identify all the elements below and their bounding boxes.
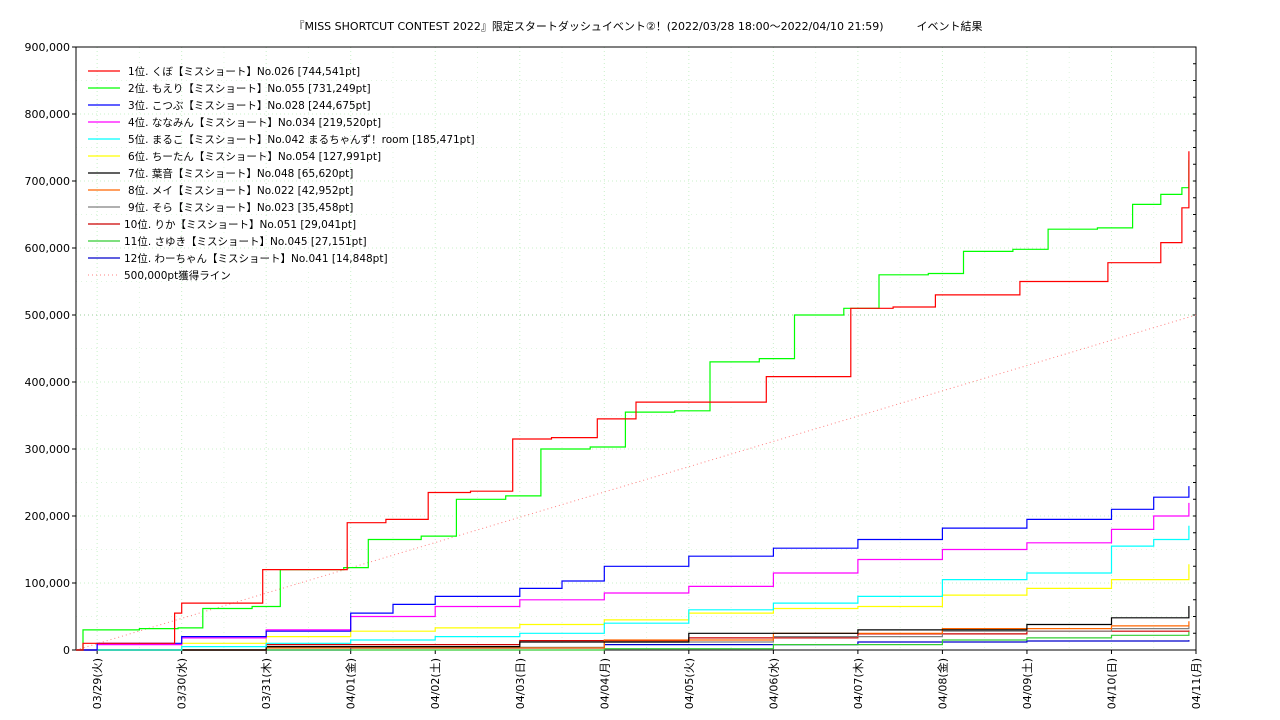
x-tick-label: 04/09(土) (1021, 658, 1034, 709)
legend-entry-target: 500,000pt獲得ライン (124, 269, 231, 282)
legend-entry: 3位. こつぶ【ミスショート】No.028 [244,675pt] (128, 99, 371, 112)
legend-entry: 4位. ななみん【ミスショート】No.034 [219,520pt] (128, 116, 381, 129)
legend-entry: 7位. 葉音【ミスショート】No.048 [65,620pt] (128, 167, 353, 180)
y-tick-label: 600,000 (25, 242, 71, 255)
y-tick-label: 500,000 (25, 309, 71, 322)
y-tick-label: 300,000 (25, 443, 71, 456)
series-line-7 (76, 606, 1190, 651)
chart-grid (76, 47, 1197, 650)
y-tick-label: 0 (63, 644, 70, 657)
y-tick-label: 800,000 (25, 108, 71, 121)
x-tick-label: 04/02(土) (429, 658, 442, 709)
legend-entry: 11位. さゆき【ミスショート】No.045 [27,151pt] (124, 235, 367, 248)
legend-entry: 2位. もえり【ミスショート】No.055 [731,249pt] (128, 82, 371, 95)
x-tick-label: 04/07(木) (852, 658, 865, 709)
series-line-2 (76, 160, 1190, 651)
series-line-3 (76, 486, 1190, 651)
y-tick-label: 400,000 (25, 376, 71, 389)
x-tick-label: 04/08(金) (935, 658, 949, 709)
series-line-4 (76, 502, 1190, 651)
x-tick-label: 04/10(日) (1105, 658, 1118, 709)
series-line-5 (76, 525, 1190, 651)
series-line-8 (76, 621, 1190, 651)
x-tick-label: 03/31(木) (260, 658, 273, 709)
legend-entry: 10位. りか【ミスショート】No.051 [29,041pt] (124, 218, 356, 231)
x-tick-label: 03/30(水) (176, 658, 189, 709)
y-tick-label: 900,000 (25, 41, 71, 54)
y-tick-label: 200,000 (25, 510, 71, 523)
x-tick-label: 04/06(水) (767, 658, 780, 709)
legend-entry: 6位. ちーたん【ミスショート】No.054 [127,991pt] (128, 150, 381, 163)
legend-entry: 5位. まるこ【ミスショート】No.042 まるちゃんず！room [185,4… (128, 133, 475, 146)
x-tick-label: 04/03(日) (514, 658, 527, 709)
x-tick-label: 03/29(火) (91, 658, 104, 709)
y-tick-label: 100,000 (25, 577, 71, 590)
series-line-1 (76, 151, 1190, 651)
legend-entry: 8位. メイ【ミスショート】No.022 [42,952pt] (128, 184, 353, 197)
x-tick-label: 04/11(月) (1190, 658, 1203, 709)
series-line-11 (76, 631, 1190, 651)
target-line (75, 314, 1197, 651)
chart-title: 『MISS SHORTCUT CONTEST 2022』限定スタートダッシュイベ… (293, 19, 982, 33)
chart-axes: 0 100,000 200,000 300,000 400,000 500,000 600,… (25, 41, 1204, 709)
legend-entry: 1位. くぼ【ミスショート】No.026 [744,541pt] (128, 65, 360, 78)
plot-frame (75, 46, 1197, 651)
series-layer (75, 151, 1197, 651)
legend-entry: 9位. そら【ミスショート】No.023 [35,458pt] (128, 201, 353, 214)
chart-legend: 1位. くぼ【ミスショート】No.026 [744,541pt] 2位. もえり【… (88, 65, 475, 282)
x-tick-label: 04/05(火) (683, 658, 696, 709)
legend-entry: 12位. わーちゃん【ミスショート】No.041 [14,848pt] (124, 252, 388, 265)
y-tick-label: 700,000 (25, 175, 71, 188)
x-tick-label: 04/01(金) (344, 658, 358, 709)
x-tick-label: 04/04(月) (598, 658, 611, 709)
